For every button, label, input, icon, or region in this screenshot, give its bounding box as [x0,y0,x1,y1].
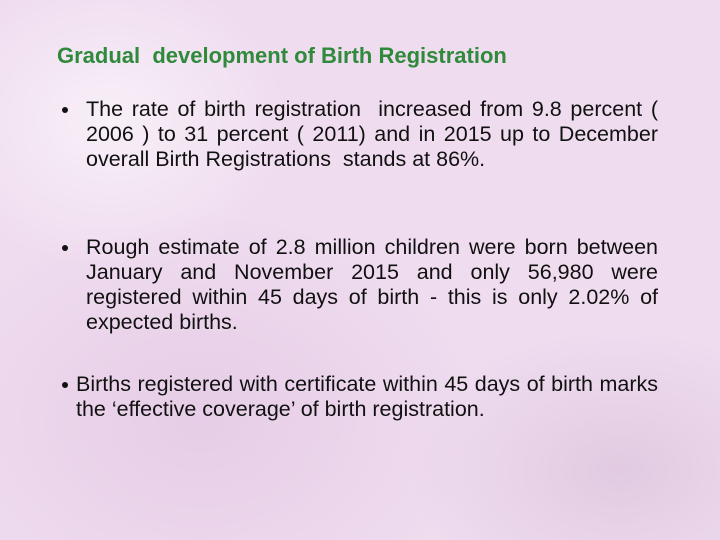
slide-title: Gradual development of Birth Registratio… [57,43,507,68]
bullet-text: Births registered with certificate withi… [62,372,664,421]
bullet-text: Rough estimate of 2.8 million children w… [62,235,664,334]
bullet-text: The rate of birth registration increased… [62,97,664,171]
